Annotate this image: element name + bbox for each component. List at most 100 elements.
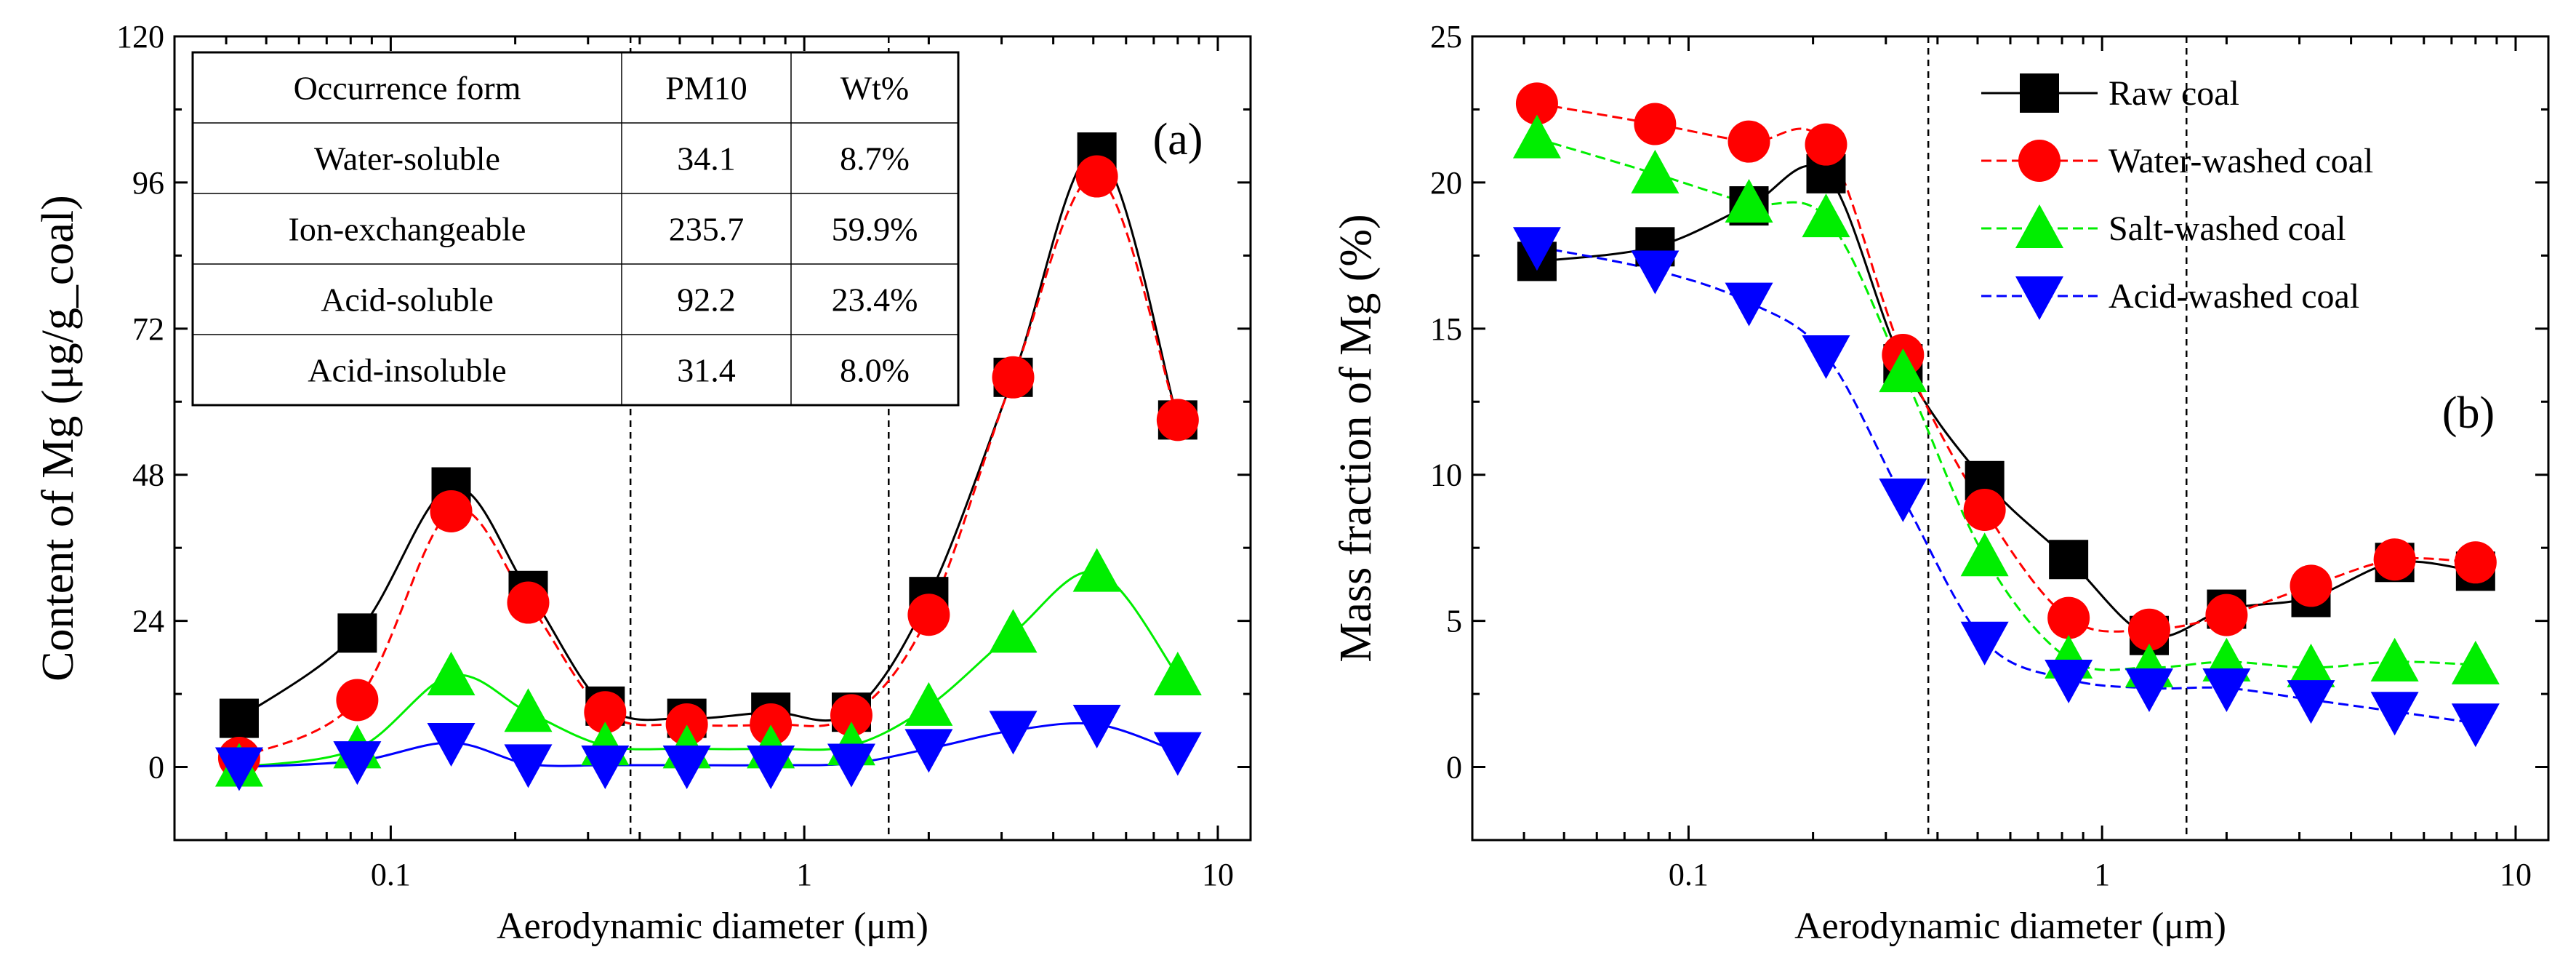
y-tick-label: 48 <box>132 457 164 493</box>
data-point-s4-1 <box>1512 227 1561 271</box>
data-point-s4-2 <box>333 741 382 786</box>
data-point-s4-8 <box>2124 668 2173 713</box>
data-point-s4-5 <box>581 746 630 790</box>
data-point-s3-6 <box>1960 532 2009 577</box>
data-point-s2-11 <box>1075 155 1118 198</box>
y-tick-label: 10 <box>1430 457 1462 493</box>
data-point-s2-7 <box>750 703 793 746</box>
data-point-s2-12 <box>1156 399 1199 441</box>
table-header-cell: PM10 <box>665 70 747 107</box>
table-cell: Ion-exchangeable <box>289 211 526 248</box>
y-tick-label: 20 <box>1430 165 1462 201</box>
data-point-s4-4 <box>1802 335 1850 379</box>
table-cell: 31.4 <box>677 352 736 389</box>
legend-marker-2 <box>2018 140 2061 182</box>
x-tick-label: 1 <box>2094 857 2110 892</box>
data-point-s2-8 <box>2127 608 2170 651</box>
data-point-s2-9 <box>2205 594 2248 636</box>
data-point-s3-1 <box>1512 114 1561 159</box>
data-point-s2-4 <box>507 581 550 624</box>
table-header-cell: Wt% <box>840 70 910 107</box>
data-point-s3-4 <box>1802 193 1850 238</box>
data-point-s3-2 <box>1631 149 1680 193</box>
y-tick-label: 25 <box>1430 19 1462 55</box>
data-point-s3-5 <box>1879 348 1927 393</box>
x-tick-label: 0.1 <box>371 857 411 892</box>
data-point-s2-3 <box>430 490 473 532</box>
data-point-s2-6 <box>665 703 708 746</box>
legend-label-3: Salt-washed coal <box>2108 209 2346 248</box>
table-cell: 8.0% <box>840 352 910 389</box>
data-point-s4-5 <box>1879 478 1927 522</box>
x-tick-label: 10 <box>2500 857 2532 892</box>
data-point-s3-12 <box>1153 651 1202 695</box>
legend: Raw coal Water-washed coal Salt-washed coa… <box>1981 73 2373 320</box>
chart-panel-b: 0 5 10 15 20 25 0.1 1 10 Aerodynamic diameter (μm… <box>1331 19 2550 947</box>
y-tick-label: 24 <box>132 604 164 639</box>
data-point-s4-4 <box>504 744 553 788</box>
table-header-cell: Occurrence form <box>294 70 521 107</box>
data-point-s1-1 <box>219 698 259 738</box>
data-point-s3-3 <box>1725 179 1773 223</box>
table-cell: Acid-insoluble <box>308 352 506 389</box>
data-point-s4-12 <box>2451 703 2500 748</box>
data-point-s4-3 <box>427 723 476 767</box>
data-point-s4-11 <box>1072 704 1121 748</box>
x-axis-title: Aerodynamic diameter (μm) <box>497 906 928 947</box>
data-point-s3-10 <box>2287 643 2335 687</box>
data-point-s4-10 <box>989 711 1038 755</box>
y-tick-label: 0 <box>1446 750 1462 786</box>
y-tick-label: 120 <box>116 19 164 55</box>
data-point-s4-3 <box>1725 282 1773 327</box>
data-point-s4-9 <box>904 729 953 773</box>
occurrence-table: Occurrence form PM10 Wt% Water-soluble 34.1 8… <box>191 51 960 407</box>
data-point-s2-10 <box>2290 564 2332 607</box>
legend-marker-1 <box>2020 73 2059 113</box>
legend-label-4: Acid-washed coal <box>2108 277 2359 316</box>
data-point-s4-8 <box>827 743 875 788</box>
data-point-s3-10 <box>989 609 1038 653</box>
data-point-s3-9 <box>904 682 953 726</box>
series-line-4 <box>1536 245 2476 724</box>
table-cell: 235.7 <box>669 211 745 248</box>
y-tick-label: 15 <box>1430 311 1462 347</box>
data-point-s1-2 <box>337 613 377 653</box>
data-point-s4-1 <box>214 747 263 791</box>
table-cell: 23.4% <box>832 281 918 319</box>
data-point-s2-4 <box>1805 123 1847 166</box>
data-point-s4-7 <box>2045 660 2093 703</box>
chart-panel-a: 0 24 48 72 96 120 0.1 1 10 Aerodynamic diameter (… <box>33 19 1252 947</box>
legend-marker-3 <box>2015 204 2063 248</box>
data-point-s2-6 <box>1963 488 2006 531</box>
data-point-s2-11 <box>2373 538 2416 581</box>
data-point-s4-7 <box>747 746 795 790</box>
table-cell: 34.1 <box>677 140 736 177</box>
panel-label-a: (a) <box>1153 115 1203 164</box>
data-point-s3-11 <box>2370 637 2419 682</box>
y-tick-label: 0 <box>148 750 164 786</box>
table-cell: 92.2 <box>677 281 736 319</box>
data-point-s4-6 <box>1960 621 2009 666</box>
data-point-s2-10 <box>992 356 1035 399</box>
panel-label-b: (b) <box>2442 388 2495 438</box>
table-cell: 8.7% <box>840 140 910 177</box>
data-point-s2-1 <box>1515 82 1558 125</box>
series-line-2 <box>1536 102 2476 633</box>
table-cell: 59.9% <box>832 211 918 248</box>
table-cell: Water-soluble <box>314 140 500 177</box>
y-axis-title: Content of Mg (μg/g_coal) <box>33 195 83 682</box>
y-tick-label: 72 <box>132 311 164 347</box>
data-point-s2-7 <box>2047 596 2090 639</box>
data-point-s4-9 <box>2202 668 2251 713</box>
data-point-s2-2 <box>1634 103 1677 145</box>
x-tick-label: 1 <box>796 857 812 892</box>
data-point-s3-12 <box>2451 640 2500 684</box>
data-point-s2-3 <box>1728 120 1770 163</box>
y-tick-label: 5 <box>1446 604 1462 639</box>
data-point-s4-2 <box>1631 250 1680 295</box>
table-cell: Acid-soluble <box>321 281 494 319</box>
data-point-s2-2 <box>336 679 379 722</box>
data-point-s3-3 <box>427 651 476 695</box>
data-point-s2-9 <box>907 594 950 636</box>
data-point-s2-5 <box>584 691 627 734</box>
